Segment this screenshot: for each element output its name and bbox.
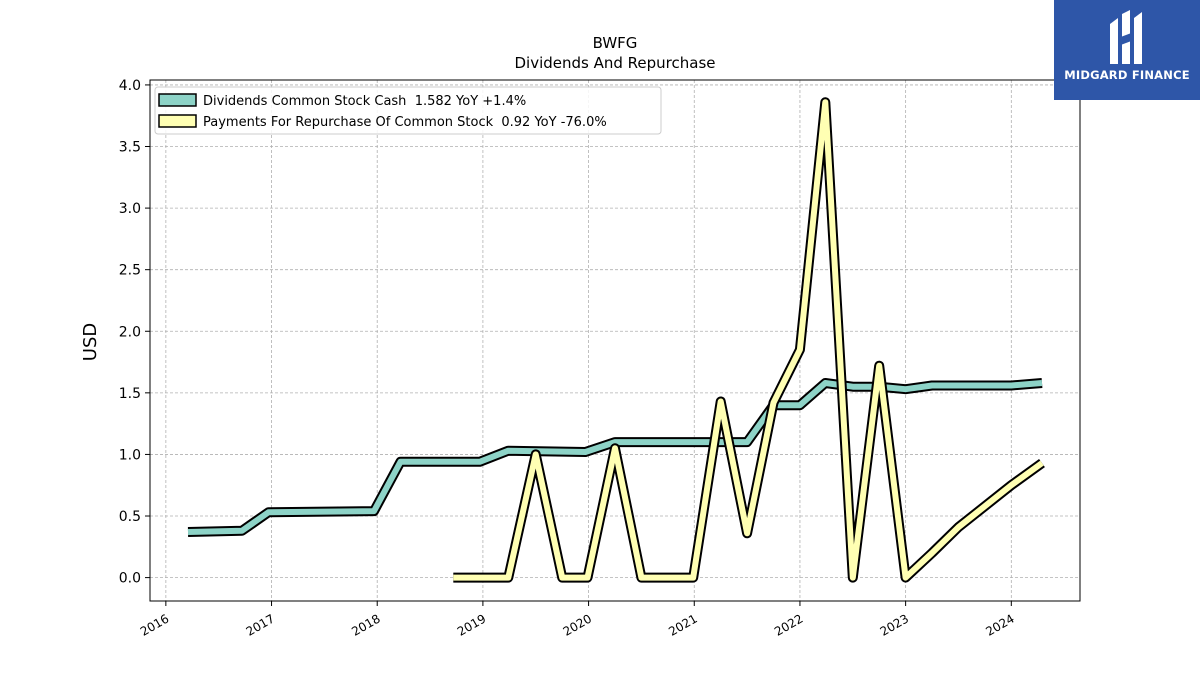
legend-label-repurchase: Payments For Repurchase Of Common Stock … <box>203 115 607 130</box>
x-tick-label: 2018 <box>349 611 382 638</box>
brand-logo: MIDGARD FINANCE <box>1054 0 1200 100</box>
x-tick-label: 2019 <box>455 611 488 638</box>
y-tick-label: 4.0 <box>119 78 141 94</box>
y-tick-label: 0.0 <box>119 571 141 587</box>
x-tick-label: 2020 <box>561 611 594 638</box>
x-tick-label: 2024 <box>983 611 1016 638</box>
legend-box <box>154 86 662 135</box>
y-tick-label: 2.0 <box>119 324 141 340</box>
axis-ticks: 0.0 0.5 1.0 1.5 2.0 2.5 3.0 3.5 4.0 2016 2017 2018 2… <box>119 78 1017 639</box>
series-layer <box>187 97 1045 583</box>
chart-title: BWFG <box>593 34 638 52</box>
x-tick-label: 2021 <box>666 611 699 638</box>
y-tick-label: 1.0 <box>119 447 141 463</box>
series-line-dividends <box>187 380 1043 535</box>
y-tick-label: 2.5 <box>119 263 141 279</box>
plot-frame <box>149 79 1081 602</box>
legend-swatch-dividends <box>158 93 197 107</box>
grid <box>150 80 1080 601</box>
logo-mark-icon <box>1110 10 1142 64</box>
x-tick-label: 2022 <box>772 611 805 638</box>
y-tick-label: 0.5 <box>119 509 141 525</box>
legend: Dividends Common Stock Cash 1.582 YoY +1… <box>154 86 662 135</box>
y-tick-label: 3.0 <box>119 201 141 217</box>
x-tick-label: 2016 <box>138 611 171 638</box>
y-tick-label: 1.5 <box>119 386 141 402</box>
y-axis-label: USD <box>80 323 101 361</box>
chart-subtitle: Dividends And Repurchase <box>514 54 715 72</box>
y-tick-label: 3.5 <box>119 140 141 156</box>
x-tick-label: 2023 <box>878 611 911 638</box>
brand-name: MIDGARD FINANCE <box>1064 68 1190 82</box>
legend-label-dividends: Dividends Common Stock Cash 1.582 YoY +1… <box>203 94 526 109</box>
series-line-repurchase <box>453 99 1044 581</box>
series-line-repurchase-outline <box>453 97 1045 583</box>
x-tick-label: 2017 <box>244 611 277 638</box>
legend-swatch-repurchase <box>158 114 197 128</box>
